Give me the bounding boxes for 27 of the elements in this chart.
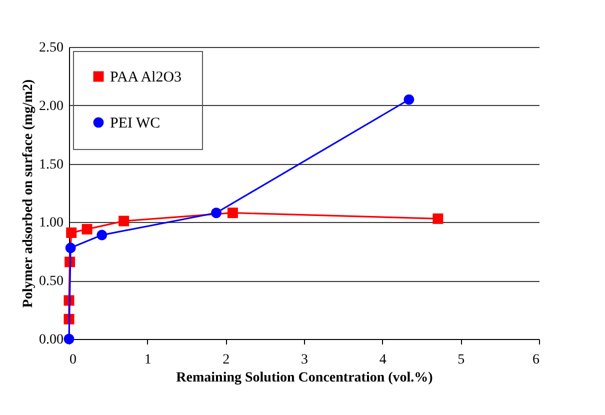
y-tick-label: 2.50 bbox=[39, 40, 64, 56]
y-tick-label: 1.50 bbox=[39, 157, 64, 172]
x-tick-label: 0 bbox=[70, 352, 76, 368]
y-tick-label: 1.00 bbox=[39, 216, 64, 231]
point bbox=[96, 230, 108, 240]
point bbox=[432, 213, 444, 224]
point bbox=[64, 334, 74, 344]
point bbox=[118, 216, 130, 226]
x-tick-label: 2 bbox=[222, 352, 230, 368]
x-tick-label: 1 bbox=[144, 352, 152, 368]
x-tick-label: 4 bbox=[379, 352, 386, 368]
x-tick-label: 6 bbox=[532, 352, 540, 368]
point bbox=[227, 208, 238, 218]
x-tick-label: 3 bbox=[301, 352, 308, 368]
x-axis-title: Remaining Solution Concentration (vol.%) bbox=[176, 370, 434, 386]
point bbox=[211, 208, 222, 218]
point bbox=[66, 227, 77, 238]
legend-label: PEI WC bbox=[110, 116, 160, 132]
y-tick-label: 0.00 bbox=[39, 332, 64, 348]
y-tick-label: 0.50 bbox=[39, 274, 64, 290]
point bbox=[65, 242, 76, 254]
point bbox=[82, 224, 92, 234]
y-axis-title: Polymer adsorbed on surface (mg/m2) bbox=[21, 78, 36, 308]
legend-label: PAA Al2O3 bbox=[110, 70, 182, 86]
point bbox=[404, 94, 414, 105]
x-tick-label: 5 bbox=[458, 352, 465, 368]
y-tick-label: 2.00 bbox=[39, 98, 64, 114]
